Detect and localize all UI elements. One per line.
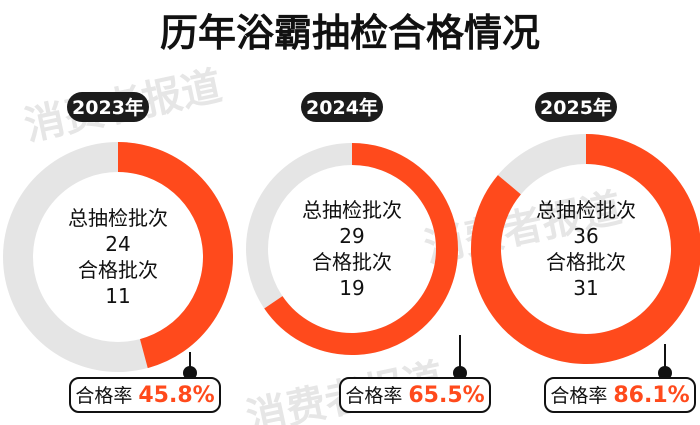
year-pill [67,92,149,122]
total-value: 29 [339,224,364,248]
rate-box [339,377,491,413]
passed-value: 11 [105,284,130,308]
donut-slice-passed [471,134,700,364]
rate-value: 45.8% [138,383,214,408]
donut-slice-passed [117,142,233,369]
passed-label: 合格批次 [78,258,158,282]
connector-dot [658,366,672,380]
passed-value: 31 [573,276,598,300]
passed-label: 合格批次 [312,250,392,274]
rate-text: 合格率 65.5% [345,383,484,408]
rate-value: 86.1% [613,383,689,408]
year-label: 2024年 [306,96,378,119]
rate-box [69,377,221,413]
chart-title: 历年浴霸抽检合格情况 [160,11,540,55]
total-label: 总抽检批次 [536,198,636,222]
total-value: 36 [573,224,598,248]
rate-label: 合格率 [345,385,408,407]
year-pill [535,92,617,122]
total-label: 总抽检批次 [68,206,168,230]
passed-value: 19 [339,276,364,300]
total-label: 总抽检批次 [302,198,402,222]
connector-dot [453,366,467,380]
total-value: 24 [105,232,130,256]
rate-label: 合格率 [550,385,613,407]
rate-value: 65.5% [408,383,484,408]
passed-label: 合格批次 [546,250,626,274]
rate-box [544,377,696,413]
rate-label: 合格率 [75,385,138,407]
year-pill [301,92,383,122]
donut-slice-passed [264,143,458,355]
year-label: 2025年 [540,96,612,119]
year-label: 2023年 [72,96,144,119]
connector-dot [183,366,197,380]
rate-text: 合格率 86.1% [550,383,689,408]
rate-text: 合格率 45.8% [75,383,214,408]
